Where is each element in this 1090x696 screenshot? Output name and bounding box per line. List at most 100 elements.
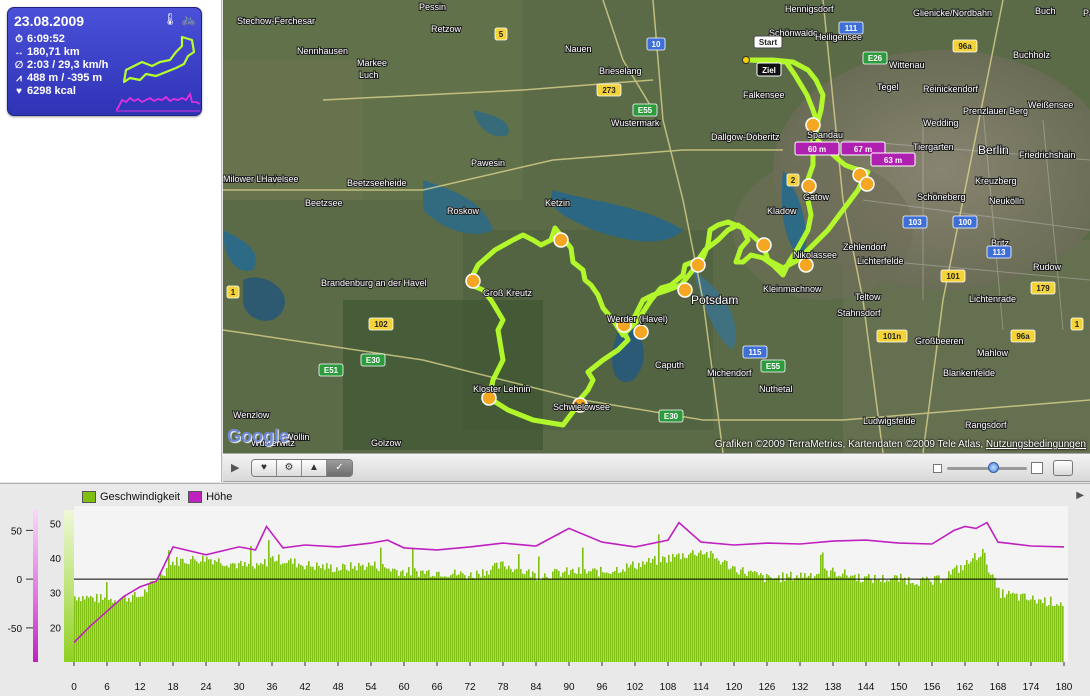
speed-bar — [482, 569, 484, 662]
speed-bar — [486, 570, 488, 662]
svg-text:E55: E55 — [638, 106, 653, 115]
speed-bar — [780, 582, 782, 662]
zoom-slider-track[interactable] — [947, 467, 1027, 470]
speed-bar — [664, 557, 666, 662]
place-label: Schöneberg — [917, 192, 966, 202]
speed-bar — [336, 567, 338, 662]
speed-bar — [174, 565, 176, 662]
speed-bar — [494, 562, 496, 662]
speed-bar — [964, 565, 966, 662]
speed-bar — [972, 558, 974, 662]
speed-bar — [786, 573, 788, 662]
speed-bar — [614, 571, 616, 662]
speed-bar — [810, 573, 812, 662]
svg-text:100: 100 — [958, 218, 972, 227]
svg-text:179: 179 — [1036, 284, 1050, 293]
speed-tick-label: 40 — [50, 554, 62, 565]
speed-bar — [596, 569, 598, 662]
speed-bar — [292, 563, 294, 662]
speed-bar — [984, 552, 986, 662]
elevation-peak-markers[interactable]: 60 m 67 m 63 m — [794, 141, 916, 167]
speed-bar — [886, 580, 888, 662]
speed-bar — [642, 561, 644, 662]
speed-bar — [860, 582, 862, 662]
speed-bar — [100, 594, 102, 662]
elevation-view-icon[interactable]: ▲ — [302, 460, 327, 476]
speed-bar — [948, 571, 950, 662]
road-number-plate: 102 — [368, 317, 394, 331]
heart-rate-view-icon[interactable]: ♥ — [252, 460, 277, 476]
speed-bar — [776, 578, 778, 662]
activity-summary-card[interactable]: 23.08.2009 🌡 🚲 ⏱ 6:09:52 ↔ 180,71 km ∅ 2:03… — [7, 7, 202, 116]
speed-bar — [430, 576, 432, 662]
speed-bar — [912, 582, 914, 662]
map-canvas[interactable]: HennigsdorfSchönwaldeHeiligenseeGlienick… — [223, 0, 1090, 453]
speed-bar — [756, 572, 758, 662]
speed-bar — [378, 571, 380, 662]
speed-bar — [312, 566, 314, 662]
speed-bar — [184, 563, 186, 662]
speed-bar — [110, 598, 112, 662]
speed-bar — [832, 567, 834, 662]
speed-bar — [608, 573, 610, 662]
place-label: Pankeital — [1083, 8, 1090, 18]
speed-bar — [120, 598, 122, 662]
zoom-in-button[interactable] — [1031, 462, 1043, 474]
speed-bar — [456, 575, 458, 662]
place-label: Nennhausen — [297, 46, 348, 56]
speed-bar — [328, 568, 330, 662]
chart-expand-arrow-icon[interactable]: ▶ — [1076, 490, 1084, 501]
legend-speed[interactable]: Geschwindigkeit — [82, 491, 180, 503]
speed-bar — [258, 565, 260, 662]
terms-link[interactable]: Nutzungsbedingungen — [985, 439, 1086, 450]
activity-list-panel: 23.08.2009 🌡 🚲 ⏱ 6:09:52 ↔ 180,71 km ∅ 2:03… — [0, 0, 222, 482]
speed-bar — [800, 572, 802, 662]
speed-bar — [382, 563, 384, 662]
speed-bar — [720, 564, 722, 662]
speed-bar — [706, 552, 708, 662]
speed-bar — [772, 578, 774, 662]
speed-bar — [344, 564, 346, 662]
speed-bar — [758, 575, 760, 662]
speed-bar — [764, 582, 766, 662]
speed-bar — [890, 579, 892, 662]
legend-elevation[interactable]: Höhe — [188, 491, 232, 503]
place-label: Zehlendorf — [843, 242, 887, 252]
speed-elevation-chart[interactable]: 0 6 12 18 24 30 36 42 48 54 60 66 72 78 84 90 96 102 108 11… — [0, 484, 1090, 696]
svg-text:115: 115 — [749, 348, 762, 357]
speed-bar — [576, 573, 578, 662]
speed-bar — [226, 565, 228, 662]
finish-marker[interactable]: Ziel — [756, 62, 782, 77]
place-label: Groß Kreutz — [483, 288, 533, 298]
speed-bar — [134, 592, 136, 662]
road-number-plate: 103 — [902, 215, 928, 229]
fullscreen-button[interactable] — [1053, 460, 1073, 476]
speed-bar — [154, 580, 156, 662]
speed-bar — [116, 603, 118, 662]
zoom-slider-knob[interactable] — [988, 462, 999, 473]
satellite-map[interactable]: Hennigsdorf Schönwalde Heiligensee Glienick… — [223, 0, 1090, 453]
speed-bar — [562, 572, 564, 662]
zoom-out-button[interactable] — [933, 464, 942, 473]
speed-bar — [314, 569, 316, 662]
start-marker[interactable]: Start — [742, 35, 783, 64]
speed-bar — [818, 573, 820, 662]
x-tick-label: 66 — [431, 682, 443, 693]
speed-bar — [924, 579, 926, 662]
duration-stat: ⏱ 6:09:52 — [13, 33, 65, 45]
x-tick-label: 108 — [660, 682, 677, 693]
speed-tick-label: 30 — [50, 589, 62, 600]
speed-bar — [900, 573, 902, 662]
combined-view-icon[interactable]: ✓ — [327, 460, 352, 476]
speed-bar — [186, 563, 188, 662]
speed-bar — [730, 568, 732, 662]
speed-bar — [424, 573, 426, 662]
heart-icon: ♥ — [16, 86, 22, 97]
speed-bar — [736, 572, 738, 662]
x-tick-label: 90 — [563, 682, 575, 693]
speed-bar — [870, 579, 872, 662]
play-button[interactable]: ▶ — [231, 462, 240, 474]
settings-view-icon[interactable]: ⚙ — [277, 460, 302, 476]
speed-bar — [158, 580, 160, 662]
speed-bar — [564, 571, 566, 662]
